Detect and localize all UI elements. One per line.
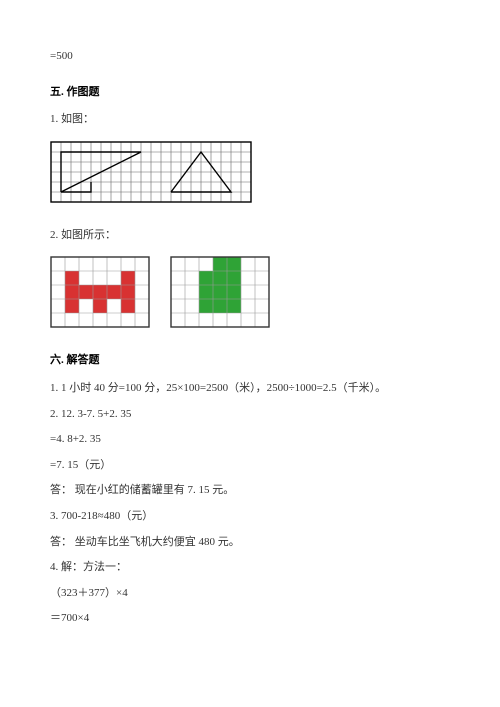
equals-500: =500 (50, 48, 450, 66)
answer-4-line2: （323＋377）×4 (50, 585, 450, 603)
question-1-label: 1. 如图： (50, 111, 450, 129)
answer-2-final: 答： 现在小红的储蓄罐里有 7. 15 元。 (50, 482, 450, 500)
grid-triangles-diagram (50, 141, 252, 203)
section-5-title: 五. 作图题 (50, 84, 450, 102)
answer-4-line1: 4. 解：方法一： (50, 559, 450, 577)
section-6-title: 六. 解答题 (50, 352, 450, 370)
answer-1: 1. 1 小时 40 分=100 分，25×100=2500（米），2500÷1… (50, 380, 450, 398)
answer-2-line3: =7. 15（元） (50, 457, 450, 475)
figure-1 (50, 141, 450, 203)
red-blocks-diagram (50, 256, 150, 328)
answer-3-final: 答： 坐动车比坐飞机大约便宜 480 元。 (50, 534, 450, 552)
question-2-label: 2. 如图所示： (50, 227, 450, 245)
answer-2-line1: 2. 12. 3-7. 5+2. 35 (50, 406, 450, 424)
green-blocks-diagram (170, 256, 270, 328)
answer-2-line2: =4. 8+2. 35 (50, 431, 450, 449)
answer-4-line3: ＝700×4 (50, 610, 450, 628)
answer-3-line1: 3. 700-218≈480（元） (50, 508, 450, 526)
figure-2 (50, 256, 450, 328)
